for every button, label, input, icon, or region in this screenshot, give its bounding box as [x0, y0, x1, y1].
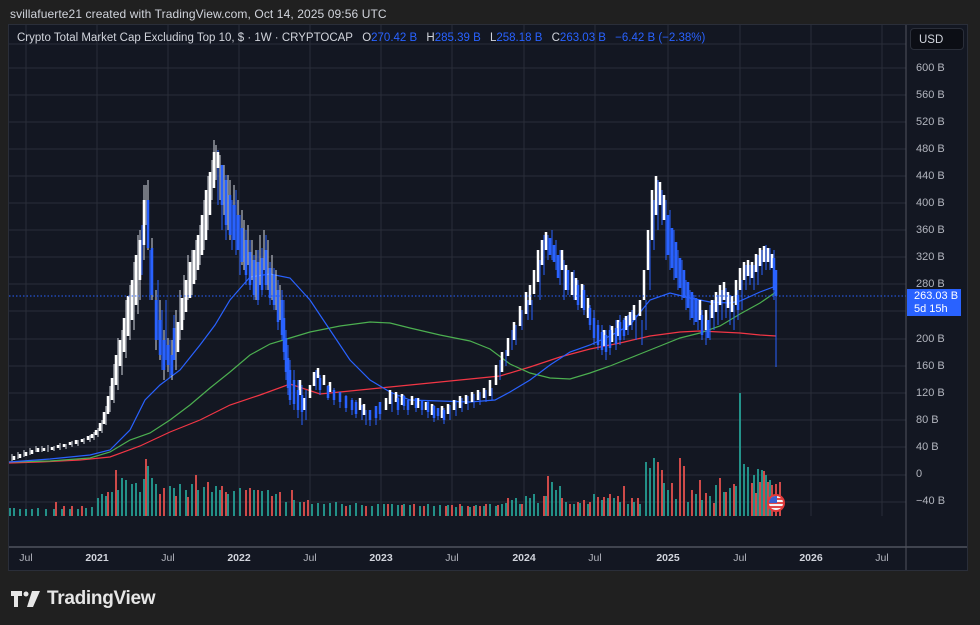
price-tick: 480 B: [916, 143, 945, 155]
price-tick: 280 B: [916, 278, 945, 290]
symbol-title: Crypto Total Market Cap Excluding Top 10…: [17, 32, 353, 44]
chart-canvas[interactable]: [8, 24, 968, 571]
high-value: 285.39 B: [434, 32, 481, 44]
price-tick: −40 B: [916, 495, 946, 507]
price-tick: 120 B: [916, 387, 945, 399]
close-value: 263.03 B: [559, 32, 606, 44]
time-tick-year: 2024: [512, 552, 536, 564]
ma-mid-line: [8, 291, 777, 463]
logo-text: TradingView: [47, 588, 156, 609]
bar-countdown: 5d 15h: [914, 303, 948, 315]
change-value: −6.42 B (−2.38%): [615, 32, 706, 44]
ma-long-line: [8, 330, 777, 464]
price-tick: 80 B: [916, 414, 939, 426]
price-tick: 600 B: [916, 62, 945, 74]
volume-histogram: [9, 393, 781, 516]
tradingview-logo-icon: [11, 591, 40, 607]
time-tick-year: 2022: [227, 552, 251, 564]
open-label: O: [362, 32, 372, 44]
price-tick: 200 B: [916, 333, 945, 345]
time-tick: Jul: [303, 552, 317, 564]
price-tick: 360 B: [916, 224, 945, 236]
price-tick: 440 B: [916, 170, 945, 182]
time-tick: Jul: [161, 552, 175, 564]
last-price-badge: 263.03 B 5d 15h: [907, 289, 961, 316]
currency-selector[interactable]: USD: [910, 28, 964, 50]
time-tick-year: 2021: [85, 552, 109, 564]
price-candles: [11, 140, 777, 461]
price-tick: 400 B: [916, 197, 945, 209]
tradingview-logo[interactable]: TradingView: [11, 588, 156, 610]
time-tick: Jul: [588, 552, 602, 564]
low-value: 258.18 B: [496, 32, 543, 44]
time-tick-year: 2023: [369, 552, 393, 564]
price-tick: 320 B: [916, 251, 945, 263]
time-tick: Jul: [875, 552, 889, 564]
time-tick: Jul: [733, 552, 747, 564]
last-price-value: 263.03 B: [914, 290, 959, 302]
time-tick-year: 2025: [656, 552, 680, 564]
candle-bodies: [12, 152, 778, 460]
vertical-grid: [25, 25, 883, 516]
time-tick-year: 2026: [799, 552, 823, 564]
time-tick: Jul: [445, 552, 459, 564]
time-tick: Jul: [19, 552, 33, 564]
price-tick: 0: [916, 468, 923, 480]
price-tick: 520 B: [916, 116, 945, 128]
close-label: C: [551, 32, 560, 44]
horizontal-grid: [9, 43, 906, 503]
low-label: L: [489, 32, 497, 44]
open-value: 270.42 B: [371, 32, 418, 44]
attribution-text: svillafuerte21 created with TradingView.…: [10, 7, 387, 21]
price-tick: 560 B: [916, 89, 945, 101]
symbol-legend[interactable]: Crypto Total Market Cap Excluding Top 10…: [17, 32, 705, 44]
us-flag-event-icon[interactable]: [767, 494, 785, 512]
price-tick: 40 B: [916, 441, 939, 453]
price-tick: 160 B: [916, 360, 945, 372]
ma-short-line: [8, 273, 777, 463]
high-label: H: [426, 32, 435, 44]
